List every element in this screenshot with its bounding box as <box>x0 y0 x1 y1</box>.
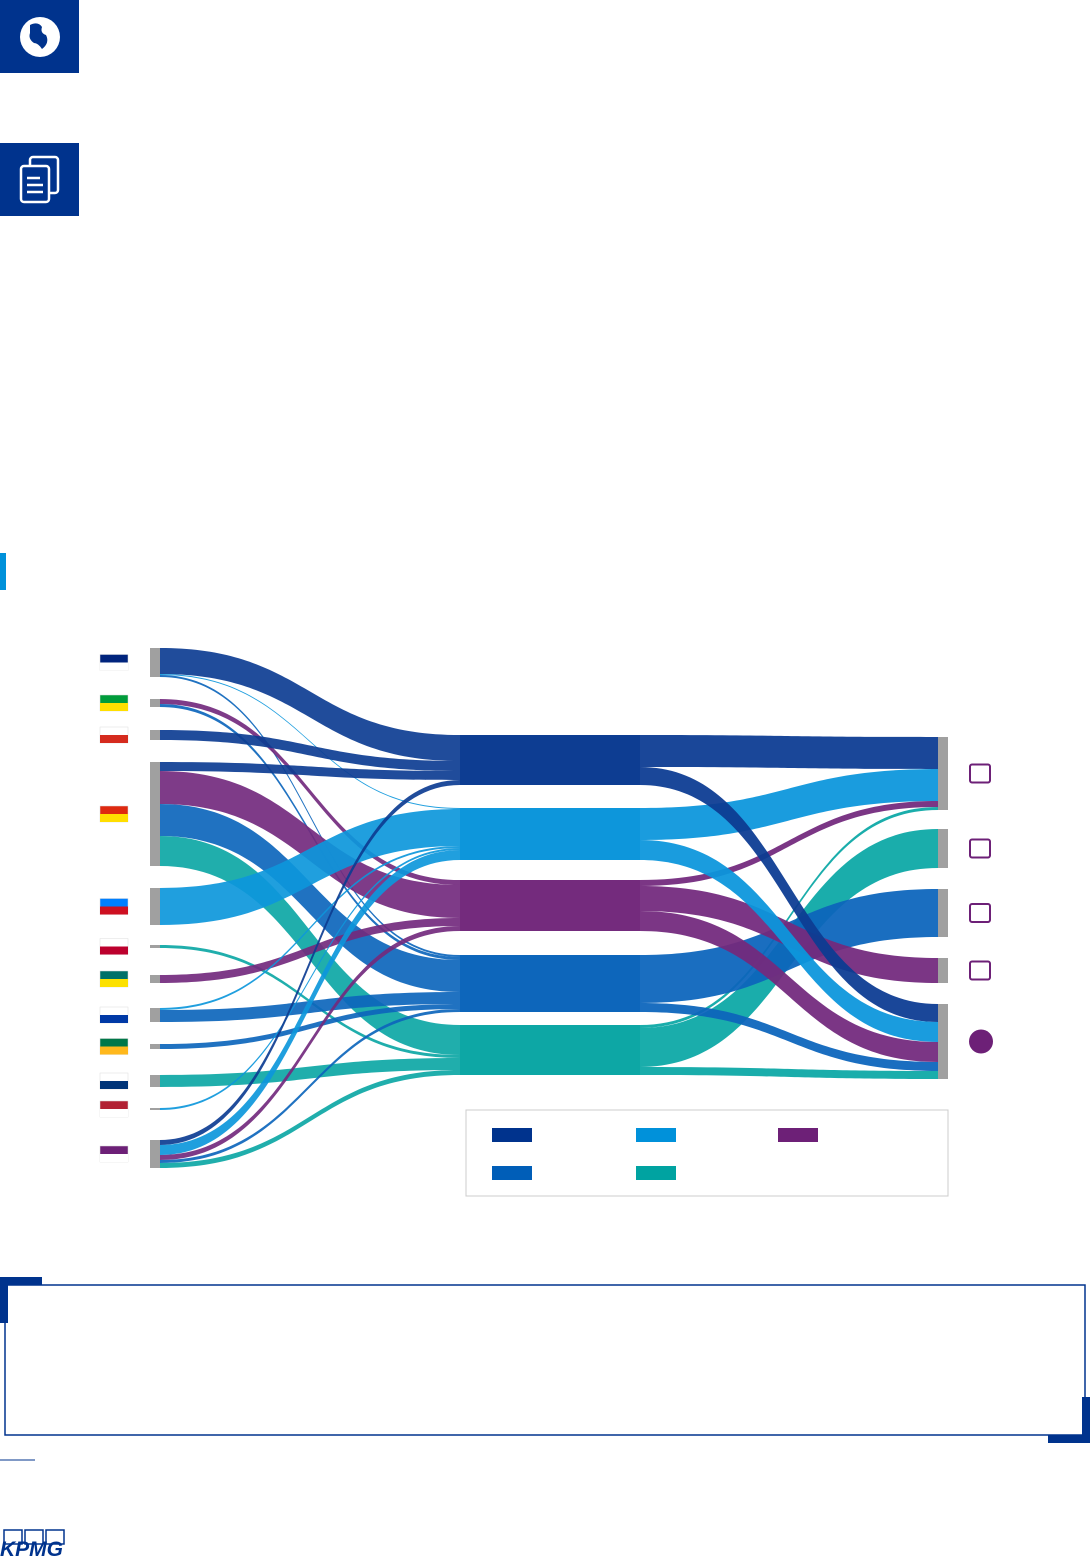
sankey <box>160 648 938 1168</box>
source-flow <box>160 926 460 1160</box>
source-flow <box>160 1009 460 1163</box>
mineral-band <box>460 808 640 860</box>
source-node <box>150 1108 160 1110</box>
legend-swatch <box>636 1128 676 1142</box>
source-node <box>150 888 160 925</box>
source-flow <box>160 648 460 761</box>
application-flow <box>640 767 938 1022</box>
application-icon <box>969 763 991 784</box>
country-flag-detail <box>100 979 128 987</box>
note-corner <box>0 1277 42 1285</box>
application-flow <box>640 769 938 840</box>
globe-continent <box>29 23 48 49</box>
application-flow <box>640 735 938 769</box>
source-flow <box>160 730 460 771</box>
source-flow <box>160 836 460 1055</box>
country-flag-detail <box>100 1046 128 1055</box>
source-node <box>150 945 160 948</box>
country-flag-detail <box>100 662 128 671</box>
legend-swatch <box>492 1166 532 1180</box>
application-node <box>938 737 948 810</box>
source-flow <box>160 804 460 992</box>
note-box <box>4 1284 1086 1436</box>
logo-box <box>45 1529 65 1545</box>
application-flow <box>640 1003 938 1071</box>
logo: KPMG <box>0 1538 63 1558</box>
source-flow <box>160 780 460 1145</box>
country-flag-detail <box>100 946 128 955</box>
legend-swatch <box>636 1166 676 1180</box>
country-flag-detail <box>100 1081 128 1089</box>
mineral-band <box>460 955 640 1012</box>
source-flow <box>160 848 460 1110</box>
country-flag-detail <box>100 735 128 743</box>
source-node <box>150 730 160 740</box>
source-node <box>150 1140 160 1168</box>
country-flag-detail <box>100 906 128 915</box>
mineral-band <box>460 1025 640 1075</box>
source-node <box>150 1008 160 1022</box>
source-flow <box>160 918 460 983</box>
source-flow <box>160 1070 460 1168</box>
mineral-band <box>460 880 640 931</box>
logo-box <box>24 1529 44 1545</box>
source-flow <box>160 674 460 809</box>
source-flow <box>160 1004 460 1049</box>
country-flag-detail <box>100 1154 128 1162</box>
application-flow <box>640 840 938 1042</box>
note-corner <box>1082 1397 1090 1443</box>
application-flow <box>640 911 938 1062</box>
source-flow <box>160 699 460 885</box>
country-flag-detail <box>100 1109 128 1117</box>
note-corner <box>0 1277 8 1323</box>
application-node <box>938 889 948 937</box>
source-flow <box>160 1058 460 1087</box>
logo-box <box>3 1529 23 1545</box>
application-icon <box>969 960 991 981</box>
source-node <box>150 975 160 983</box>
application-icon <box>969 838 991 859</box>
mineral-band <box>460 735 640 785</box>
source-node <box>150 1075 160 1087</box>
source-flow <box>160 809 460 925</box>
source-node <box>150 648 160 677</box>
source-flow <box>160 850 460 1155</box>
source-node <box>150 762 160 866</box>
country-flag-detail <box>100 703 128 711</box>
note-corner <box>1048 1435 1090 1443</box>
application-icon <box>969 903 991 923</box>
legend-swatch <box>492 1128 532 1142</box>
application-flow <box>640 807 938 1028</box>
application-node <box>938 829 948 868</box>
country-flag-detail <box>100 1015 128 1023</box>
legend-swatch <box>778 1128 818 1142</box>
source-flow <box>160 846 460 1010</box>
application-flow <box>640 801 938 886</box>
source-flow <box>160 762 460 780</box>
legend-box <box>465 1109 949 1197</box>
source-flow <box>160 675 460 957</box>
application-flow <box>640 1067 938 1079</box>
application-node <box>938 1004 948 1079</box>
application-icon <box>969 1029 993 1054</box>
application-node <box>938 958 948 983</box>
source-node <box>150 699 160 707</box>
section-marker <box>0 553 6 590</box>
country-flag-detail <box>100 814 128 822</box>
source-node <box>150 1044 160 1049</box>
